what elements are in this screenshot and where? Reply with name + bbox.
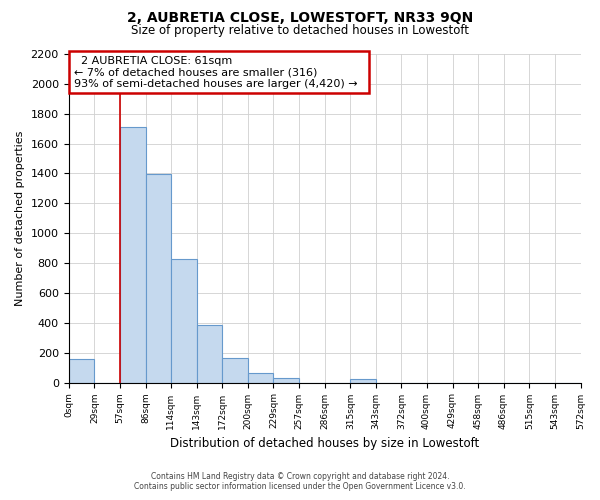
Bar [197,325,223,382]
Bar [350,379,376,382]
Bar [248,373,274,382]
Text: 2, AUBRETIA CLOSE, LOWESTOFT, NR33 9QN: 2, AUBRETIA CLOSE, LOWESTOFT, NR33 9QN [127,11,473,25]
X-axis label: Distribution of detached houses by size in Lowestoft: Distribution of detached houses by size … [170,437,479,450]
Text: Contains HM Land Registry data © Crown copyright and database right 2024.
Contai: Contains HM Land Registry data © Crown c… [134,472,466,491]
Bar [68,358,94,382]
Bar [223,358,248,382]
Bar [119,127,146,382]
Bar [170,260,197,382]
Text: Size of property relative to detached houses in Lowestoft: Size of property relative to detached ho… [131,24,469,37]
Text: 2 AUBRETIA CLOSE: 61sqm
← 7% of detached houses are smaller (316)
93% of semi-de: 2 AUBRETIA CLOSE: 61sqm ← 7% of detached… [74,56,364,89]
Bar [274,378,299,382]
Bar [146,174,170,382]
Y-axis label: Number of detached properties: Number of detached properties [15,130,25,306]
